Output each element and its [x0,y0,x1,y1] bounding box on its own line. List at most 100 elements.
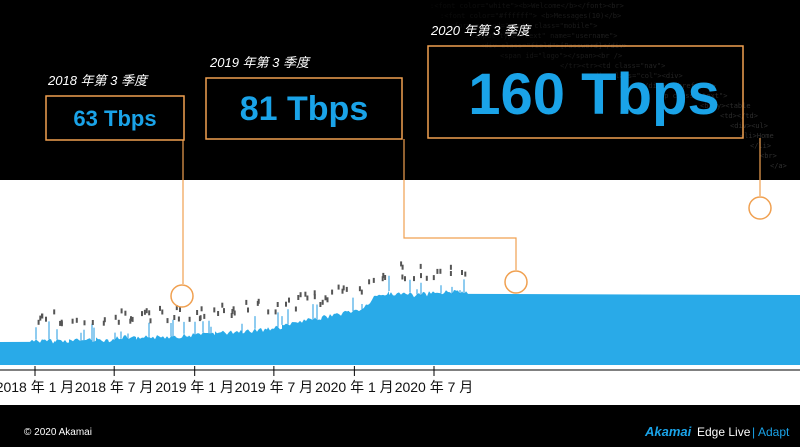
peak-dot [41,313,44,319]
callout-box [427,45,744,139]
peak-dot [103,317,106,323]
peak-dot [161,309,164,315]
peak-dot [91,320,94,325]
peak-dot [420,273,422,279]
subproduct-name: Adapt [758,425,790,439]
peak-dot [381,276,384,282]
peak-dot [331,289,334,295]
x-axis-background [0,370,800,405]
callout-1: 2018 年第 3 季度 63 Tbps [45,73,194,308]
peak-dot [404,276,406,282]
peak-dot [213,307,216,313]
peak-dot [337,284,340,290]
peak-dot [299,292,302,298]
peak-dot [267,309,270,315]
peak-dot [288,297,290,303]
peak-dot [326,297,329,303]
peak-dot [319,302,322,307]
peak-dot [71,318,74,324]
peak-dot [75,317,78,323]
peak-dot [179,307,181,312]
peak-dot [117,319,120,325]
x-axis-ticks: 2018 年 1 月 2018 年 7 月 2019 年 1 月 2019 年 7 月… [0,366,473,395]
peak-dot [173,315,176,320]
peak-dot [304,291,307,297]
peak-dot [342,285,345,291]
peak-dot [175,305,178,311]
peak-dot [419,263,422,269]
peak-markers [37,261,467,327]
peak-dot [217,311,220,316]
peak-dot [461,270,463,275]
peak-dot [341,288,344,294]
peak-dot [401,264,404,270]
peak-dot [83,320,86,326]
callout-value: 63 Tbps [73,106,156,131]
peak-dot [60,319,63,325]
peak-dot [313,290,316,296]
peak-dot [360,289,363,295]
peak-dot [245,299,248,305]
peak-dot [382,272,385,278]
peak-dot [464,271,467,277]
peak-dot [166,318,169,324]
peak-dot [432,275,435,281]
peak-dot [114,314,117,320]
peak-dot [401,274,404,280]
traffic-area [0,290,800,365]
copyright-text: © 2020 Akamai [24,427,92,438]
peak-dot [358,286,361,292]
callout-box [205,77,403,140]
traffic-spikes [35,275,465,342]
callout-period: 2019 年第 3 季度 [209,55,311,70]
peak-dot [274,309,277,315]
peak-dot [37,319,40,325]
peak-dot [53,309,56,315]
peak-dot [200,306,203,312]
peak-dot [59,320,62,326]
peak-dot [276,302,279,307]
x-tick-label: 2020 年 1 月 [315,379,394,395]
peak-dot [306,295,309,301]
callout-box [45,95,185,141]
peak-dot [294,306,297,312]
peak-dot [231,309,234,314]
footer-background [0,405,800,447]
peak-dot [297,295,300,300]
peak-dot [131,316,134,322]
callout-leader [403,139,517,270]
footer-divider: | [752,425,755,439]
callout-3: 2020 年第 3 季度 160 Tbps [427,23,772,220]
peak-dot [247,307,249,313]
peak-dot [177,316,180,322]
peak-dot [384,275,387,280]
callout-value: 160 Tbps [468,62,719,127]
peak-dot [313,294,316,300]
peak-circle [170,284,194,308]
brand-name: Akamai [644,424,692,439]
peak-dot [143,309,146,315]
peak-dot [188,316,191,322]
peak-dot [256,300,259,306]
peak-dot [233,310,236,316]
peak-dot [45,316,47,322]
peak-dot [199,315,202,321]
peak-dot [230,313,233,318]
peak-dot [221,302,224,308]
peak-circle [748,196,772,220]
peak-dot [439,268,442,274]
peak-dot [372,277,375,283]
callout-value: 81 Tbps [240,90,368,128]
peak-dot [436,268,439,274]
callout-period: 2020 年第 3 季度 [430,23,532,38]
peak-dot [425,275,428,281]
peak-dot [159,305,161,311]
peak-circle [504,270,528,294]
code-fade [0,0,800,180]
peak-dot [39,315,42,321]
peak-dot [149,318,152,324]
x-tick-label: 2020 年 7 月 [395,379,474,395]
peak-dot [124,310,127,316]
